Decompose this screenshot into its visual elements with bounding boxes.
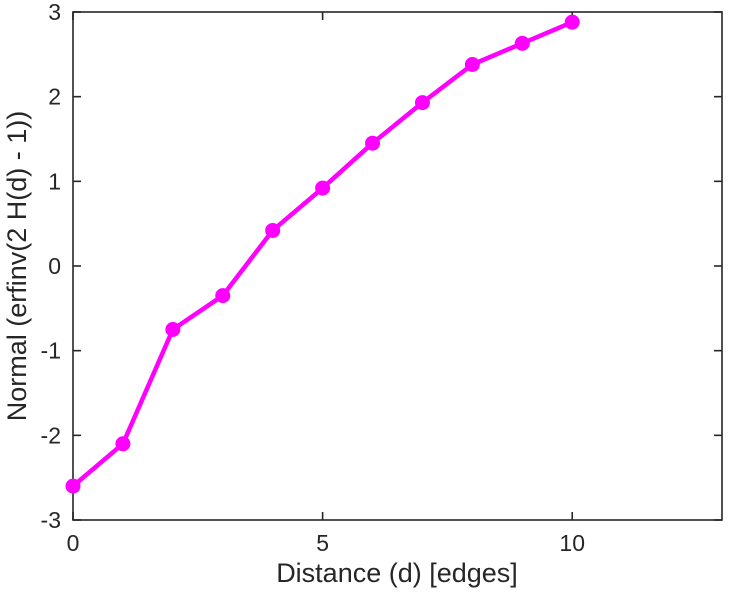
y-tick-label: -2	[41, 422, 61, 448]
y-axis-label: Normal (erfinv(2 H(d) - 1))	[2, 111, 32, 422]
x-tick-label: 0	[67, 530, 80, 556]
y-tick-label: 3	[48, 0, 61, 25]
data-point-marker	[564, 14, 580, 30]
data-point-marker	[265, 222, 281, 238]
data-point-marker	[315, 180, 331, 196]
x-axis-label: Distance (d) [edges]	[276, 558, 518, 588]
data-point-marker	[65, 478, 81, 494]
x-tick-label: 10	[559, 530, 585, 556]
plot-area: 0 5 10 -3 -2 -1 0 1 2 3	[41, 0, 723, 556]
y-tick-label: 0	[48, 253, 61, 279]
series-line	[70, 19, 575, 489]
plot-box	[72, 11, 723, 521]
data-point-marker	[414, 95, 430, 111]
data-point-marker	[365, 135, 381, 151]
data-point-marker	[464, 56, 480, 72]
y-tick-label: -1	[41, 338, 61, 364]
y-tick-label: -3	[41, 507, 61, 533]
data-point-marker	[115, 436, 131, 452]
y-tick-label: 2	[48, 84, 61, 110]
data-point-marker	[215, 288, 231, 304]
y-tick-label: 1	[48, 168, 61, 194]
data-point-marker	[165, 322, 181, 337]
data-point-marker	[514, 35, 530, 51]
x-tick-label: 5	[316, 530, 329, 556]
